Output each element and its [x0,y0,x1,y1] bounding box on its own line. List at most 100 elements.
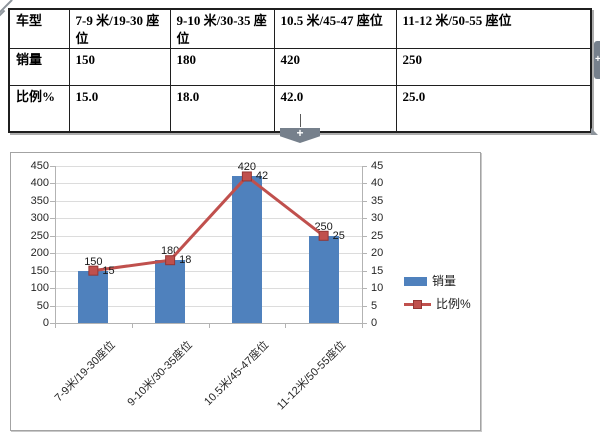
insert-row-button[interactable]: + [280,128,320,143]
combo-chart: 0 50 100 150 200 250 300 350 400 450 0 5 10 15 20 25 30 3… [10,152,481,431]
line-value-label: 15 [102,264,115,277]
secondary-axis-tick-label: 15 [371,264,384,277]
legend-item-bar: 销量 [404,274,471,288]
secondary-axis-tick-label: 0 [371,317,378,329]
y-axis-line [55,166,56,323]
y-axis-tick-label: 100 [30,282,49,295]
legend-label: 比例% [436,297,471,311]
y-axis-tick-label: 250 [30,229,49,242]
table-row: 销量 150 180 420 250 [8,48,592,87]
secondary-axis-tick-label: 20 [371,247,384,260]
x-axis-tick [285,323,287,328]
table-cell[interactable]: 250 [395,48,592,87]
secondary-axis-tick [362,270,367,272]
secondary-axis-line [362,166,363,323]
line-value-label: 25 [332,229,345,242]
bar-10.5米/45-47座位 [231,176,262,323]
secondary-axis-tick-label: 30 [371,212,384,225]
table-cell[interactable]: 150 [68,48,171,87]
y-axis-tick [50,253,55,255]
y-axis-tick [50,288,55,290]
y-axis-tick [50,200,55,202]
y-axis-tick [50,270,55,272]
y-axis-tick-label: 450 [30,160,49,172]
table-cell[interactable]: 15.0 [68,85,171,133]
secondary-axis-tick-label: 40 [371,177,384,190]
table-cell[interactable]: 7-9 米/19-30 座位 [68,8,171,50]
secondary-axis-tick [362,200,367,202]
line-value-label: 18 [179,254,192,267]
table-cell[interactable]: 9-10 米/30-35 座位 [169,8,275,50]
gridline [55,183,362,185]
table-cell-rowhead[interactable]: 车型 [8,8,70,50]
secondary-axis-tick-label: 25 [371,229,384,242]
secondary-axis-tick [362,288,367,290]
table-cell[interactable]: 180 [169,48,275,87]
table-cell-rowhead[interactable]: 销量 [8,48,70,87]
table-cell[interactable]: 42.0 [273,85,397,133]
line-path [93,174,325,273]
gridline [55,218,362,220]
x-axis-category-label: 11-12米/50-55座位 [275,339,349,413]
secondary-axis-tick [362,253,367,255]
table-cell[interactable]: 18.0 [169,85,275,133]
table-cell[interactable]: 420 [273,48,397,87]
plus-icon: + [296,126,304,140]
y-axis-tick-label: 50 [36,299,49,312]
gridline [55,288,362,290]
table-row: 比例% 15.0 18.0 42.0 25.0 [8,85,592,133]
secondary-axis-tick [362,235,367,237]
y-axis-tick [50,305,55,307]
secondary-axis-tick [362,323,367,324]
table-cell[interactable]: 11-12 米/50-55 座位 [395,8,592,50]
table-row: 车型 7-9 米/19-30 座位 9-10 米/30-35 座位 10.5 米… [8,8,592,50]
data-table: 车型 7-9 米/19-30 座位 9-10 米/30-35 座位 10.5 米… [8,8,592,133]
y-axis-tick [50,218,55,220]
secondary-axis-tick-label: 35 [371,194,384,207]
legend-label: 销量 [432,274,457,288]
legend-item-line: 比例% [404,297,471,311]
table-cell[interactable]: 10.5 米/45-47 座位 [273,8,397,50]
secondary-axis-tick-label: 5 [371,299,378,312]
plus-icon: + [595,54,600,65]
secondary-axis-tick [362,166,367,167]
x-axis-category-label: 10.5米/45-47座位 [202,339,272,409]
gridline [55,166,362,167]
y-axis-tick-label: 300 [30,212,49,225]
y-axis-tick-label: 350 [30,194,49,207]
bar-7-9米/19-30座位 [78,270,109,323]
x-axis-tick [131,323,133,328]
chart-legend: 销量比例% [404,274,471,311]
y-axis-tick-label: 200 [30,247,49,260]
table-resize-handle[interactable] [591,128,598,135]
table-cell[interactable]: 25.0 [395,85,592,133]
bar-11-12米/50-55座位 [308,235,339,323]
x-axis-tick [362,323,363,328]
x-axis-tick [55,323,56,328]
y-axis-tick [50,166,55,167]
secondary-axis-tick [362,218,367,220]
y-axis-tick [50,235,55,237]
legend-bar-swatch-icon [404,276,427,286]
secondary-axis-tick-label: 10 [371,282,384,295]
y-axis-tick [50,183,55,185]
gridline [55,200,362,202]
y-axis-tick [50,323,55,324]
y-axis-tick-label: 0 [42,317,49,329]
y-axis-tick-label: 400 [30,177,49,190]
secondary-axis-tick-label: 45 [371,160,384,172]
gridline [55,305,362,307]
secondary-axis-tick [362,183,367,185]
text-caret [300,114,301,127]
table-cell-rowhead[interactable]: 比例% [8,85,70,133]
bar-9-10米/30-35座位 [155,260,186,323]
bar-value-label: 420 [237,161,257,174]
x-axis-category-label: 7-9米/19-30座位 [52,339,118,405]
secondary-axis-tick [362,305,367,307]
x-axis-category-label: 9-10米/30-35座位 [125,339,195,409]
y-axis-tick-label: 150 [30,264,49,277]
insert-column-button[interactable]: + [594,41,600,79]
table-move-handle-mark [0,9,6,19]
x-axis-tick [208,323,210,328]
